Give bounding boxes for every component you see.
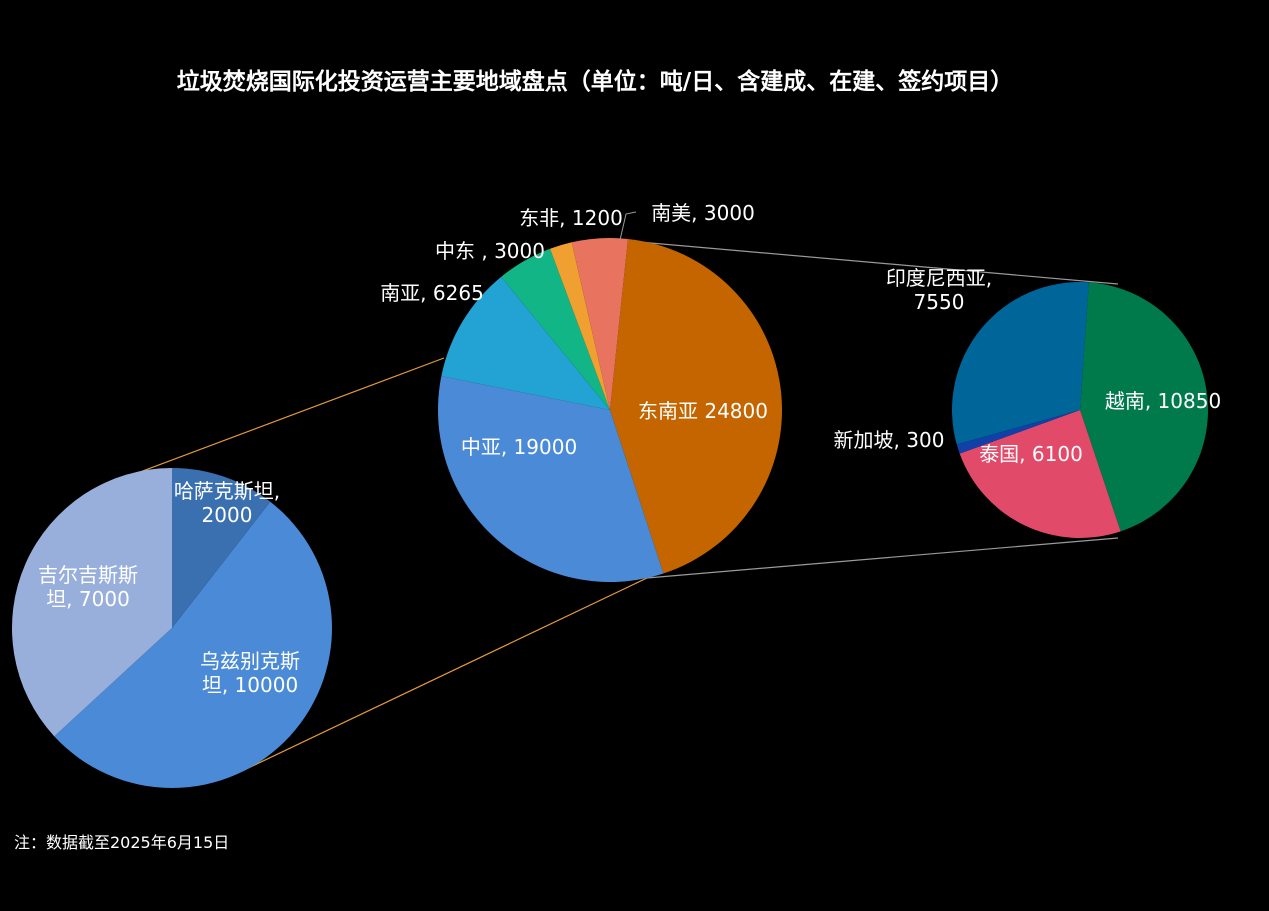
slice-labels: 东南亚 24800 中亚, 19000 南亚, 6265 中东 , 3000 东非, 1… — [38, 201, 1221, 697]
slice-label-东非: 东非, 1200 — [519, 206, 623, 230]
slice-label-越南: 越南, 10850 — [1105, 389, 1221, 413]
pie-slice-新加坡 — [956, 410, 1080, 454]
connector-line — [627, 240, 1119, 285]
pie-slice-越南 — [1080, 282, 1209, 532]
southeast-asia-breakdown-pie — [951, 281, 1209, 539]
connector-line — [91, 357, 445, 491]
label-leader-lines — [619, 211, 637, 241]
pie-slice-印度尼西亚 — [951, 281, 1089, 445]
slice-label-泰国: 泰国, 6100 — [979, 442, 1083, 466]
pie-slice-中亚 — [437, 376, 664, 582]
pie-slice-中东 — [501, 248, 610, 410]
slice-label-乌兹别克斯坦: 乌兹别克斯坦, 10000 — [200, 649, 300, 697]
connector-line — [239, 577, 648, 773]
pie-slice-吉尔吉斯斯坦 — [11, 468, 173, 737]
leader-line — [619, 211, 637, 241]
chart-title: 垃圾焚烧国际化投资运营主要地域盘点（单位：吨/日、含建成、在建、签约项目） — [176, 69, 1014, 95]
slice-label-印度尼西亚: 印度尼西亚, 7550 — [886, 266, 992, 314]
pie-slice-南亚 — [441, 276, 610, 410]
pie-slice-哈萨克斯坦 — [172, 468, 271, 628]
pie-slice-乌兹别克斯坦 — [54, 501, 332, 788]
connector-line — [646, 537, 1119, 579]
main-pie — [437, 237, 782, 582]
pie-slice-东非 — [550, 242, 610, 410]
pie-slice-南美 — [571, 237, 628, 410]
footnote: 注：数据截至2025年6月15日 — [14, 833, 230, 852]
slice-label-中东: 中东 , 3000 — [435, 239, 545, 263]
slice-label-东南亚: 东南亚 24800 — [638, 399, 768, 423]
connector-lines — [91, 240, 1119, 773]
slice-label-吉尔吉斯斯坦: 吉尔吉斯斯坦, 7000 — [38, 563, 138, 611]
slice-label-南美: 南美, 3000 — [651, 201, 755, 225]
slice-label-南亚: 南亚, 6265 — [380, 281, 484, 305]
slice-label-中亚: 中亚, 19000 — [461, 435, 577, 459]
central-asia-breakdown-pie — [11, 468, 332, 788]
slice-label-新加坡: 新加坡, 300 — [834, 428, 945, 452]
slice-label-哈萨克斯坦: 哈萨克斯坦, 2000 — [174, 479, 280, 527]
pie-slice-泰国 — [959, 410, 1121, 539]
pie-slice-东南亚 — [610, 238, 782, 574]
